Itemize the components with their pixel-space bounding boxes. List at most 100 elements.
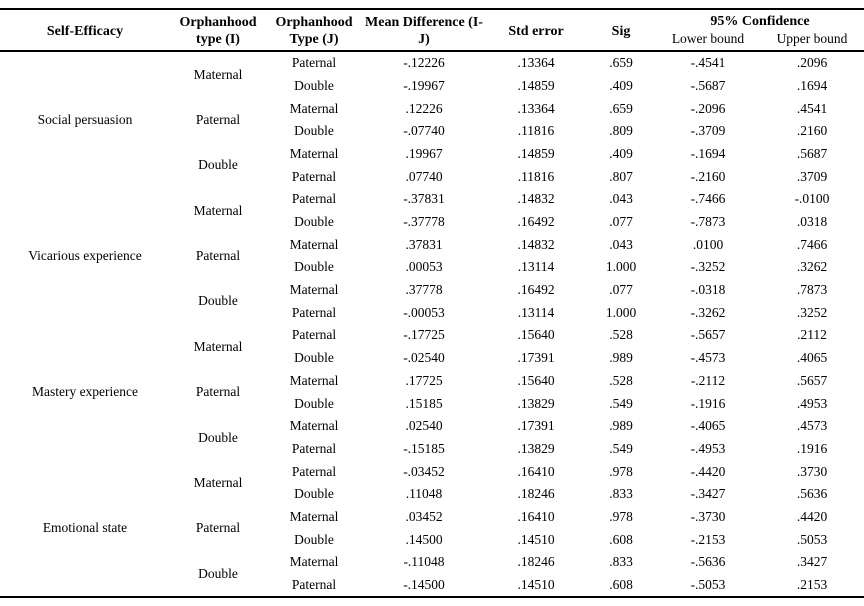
orphanhood-type-j-cell: Maternal [289,554,339,570]
sig-cell: .549 [609,395,633,411]
mean-difference-cell: -.00053 [403,304,445,320]
upper-bound-cell: .2112 [797,327,827,343]
table-row: Double Maternal .37778 .16492 .077 -.0318 .787… [0,279,864,308]
mean-difference-cell: .15185 [405,395,443,411]
lower-bound-cell: -.4065 [690,418,726,434]
orphanhood-type-j-cell: Maternal [289,418,339,434]
lower-bound-cell: -.7873 [690,214,726,230]
sig-cell: .077 [609,282,633,298]
orphanhood-type-i-cell: Paternal [195,520,241,536]
std-error-cell: .18246 [517,554,555,570]
header-row-main: Self-Efficacy Orphanhood type (I) Orphan… [0,9,864,47]
lower-bound-cell: -.2160 [690,168,726,184]
orphanhood-type-j-cell: Double [294,395,334,411]
table-row: Paternal .07740 .11816 .807 -.2160 .3709 [0,165,864,188]
sig-cell: .043 [609,236,633,252]
upper-bound-cell: .4541 [796,100,828,116]
sig-cell: .833 [609,554,633,570]
upper-bound-cell: .1916 [796,440,828,456]
std-error-cell: .16410 [517,508,555,524]
upper-bound-cell: .5636 [796,486,828,502]
orphanhood-type-j-cell: Paternal [291,463,337,479]
orphanhood-type-j-cell: Paternal [291,168,337,184]
lower-bound-cell: -.2112 [690,372,726,388]
lower-bound-cell: -.0318 [690,282,726,298]
table-row: Double .14500 .14510 .608 -.2153 .5053 [0,528,864,551]
upper-bound-cell: .0318 [796,214,828,230]
table-header: Self-Efficacy Orphanhood type (I) Orphan… [0,9,864,51]
header-upper-bound: Upper bound [776,30,848,46]
mean-difference-cell: .02540 [405,418,443,434]
sig-cell: .549 [609,440,633,456]
self-efficacy-cell: Mastery experience [31,384,139,400]
std-error-cell: .13364 [517,100,555,116]
std-error-cell: .14832 [517,191,555,207]
mean-difference-cell: -.15185 [403,440,445,456]
sig-cell: .043 [609,191,633,207]
std-error-cell: .13829 [517,440,555,456]
sig-cell: .809 [609,123,633,139]
orphanhood-type-i-cell: Maternal [193,66,243,82]
lower-bound-cell: .0100 [692,236,724,252]
std-error-cell: .13114 [517,259,555,275]
mean-difference-cell: .12226 [405,100,443,116]
orphanhood-type-i-cell: Paternal [195,111,241,127]
mean-difference-cell: -.37831 [403,191,445,207]
table-row: Paternal Maternal .37831 .14832 .043 .0100 .74… [0,233,864,263]
lower-bound-cell: -.7466 [690,191,726,207]
mean-difference-cell: .37778 [405,282,443,298]
std-error-cell: .15640 [517,327,555,343]
table-row: Paternal -.15185 .13829 .549 -.4953 .1916 [0,438,864,461]
orphanhood-type-j-cell: Double [294,123,334,139]
sig-cell: .978 [609,463,633,479]
orphanhood-type-j-cell: Double [294,259,334,275]
table-row: Double .15185 .13829 .549 -.1916 .4953 [0,392,864,415]
orphanhood-type-j-cell: Paternal [291,440,337,456]
std-error-cell: .14510 [517,531,555,547]
mean-difference-cell: .11048 [405,486,443,502]
orphanhood-type-j-cell: Maternal [289,236,339,252]
std-error-cell: .14832 [517,236,555,252]
mean-difference-cell: .17725 [405,372,443,388]
table-row: Double Maternal .02540 .17391 .989 -.4065 .457… [0,415,864,444]
mean-difference-cell: -.02540 [403,350,445,366]
header-orphanhood-type-i: Orphanhood type (I) [179,15,257,47]
sig-cell: .608 [609,577,633,593]
lower-bound-cell: -.2153 [690,531,726,547]
upper-bound-cell: .2160 [796,123,828,139]
lower-bound-cell: -.4953 [690,440,726,456]
sig-cell: .528 [609,372,633,388]
orphanhood-type-i-cell: Double [198,565,238,581]
std-error-cell: .16410 [517,463,555,479]
mean-difference-cell: -.37778 [403,214,445,230]
std-error-cell: .17391 [517,418,555,434]
header-row-bounds: Lower bound Upper bound [0,31,864,51]
upper-bound-cell: .2153 [796,577,828,593]
upper-bound-cell: .5053 [796,531,828,547]
table-row: Emotional state Maternal Paternal -.03452 .1… [0,460,864,536]
mean-difference-cell: -.14500 [403,577,445,593]
orphanhood-type-i-cell: Paternal [195,384,241,400]
lower-bound-cell: -.5053 [690,577,726,593]
mean-difference-cell: -.03452 [403,463,445,479]
orphanhood-type-j-cell: Maternal [289,372,339,388]
orphanhood-type-i-cell: Maternal [193,202,243,218]
sig-cell: .807 [609,168,633,184]
upper-bound-cell: .4420 [796,508,828,524]
orphanhood-type-j-cell: Paternal [291,327,337,343]
sig-cell: .659 [609,100,633,116]
mean-difference-cell: .19967 [405,145,443,161]
upper-bound-cell: .5687 [796,145,828,161]
self-efficacy-cell: Social persuasion [37,111,133,127]
upper-bound-cell: .3709 [796,168,828,184]
std-error-cell: .13114 [517,304,555,320]
orphanhood-type-i-cell: Double [198,293,238,309]
mean-difference-cell: .03452 [405,508,443,524]
header-95-confidence: 95% Confidence [710,14,810,29]
table-row: Double Maternal .19967 .14859 .409 -.1694 .568… [0,143,864,172]
orphanhood-type-j-cell: Double [294,531,334,547]
table-row: Double Maternal -.11048 .18246 .833 -.5636 .34… [0,551,864,580]
mean-difference-cell: .37831 [405,236,443,252]
lower-bound-cell: -.4420 [690,463,726,479]
mean-difference-cell: -.07740 [403,123,445,139]
